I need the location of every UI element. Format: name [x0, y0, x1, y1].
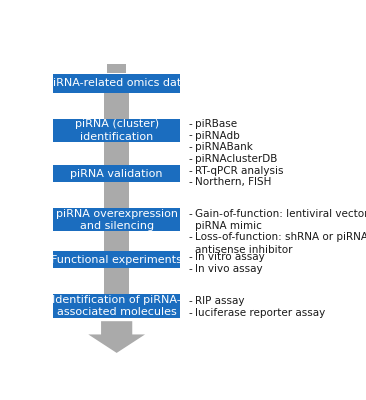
- Bar: [104, 142, 130, 165]
- Text: Identification of piRNA-
associated molecules: Identification of piRNA- associated mole…: [52, 295, 181, 317]
- Bar: [104, 182, 130, 208]
- Text: Gain-of-function: lentiviral vector or
piRNA mimic: Gain-of-function: lentiviral vector or p…: [195, 209, 366, 231]
- Text: piRNAdb: piRNAdb: [195, 130, 239, 140]
- Bar: [53, 294, 180, 318]
- Text: piRNABank: piRNABank: [195, 142, 253, 152]
- Bar: [104, 231, 130, 251]
- Text: luciferase reporter assay: luciferase reporter assay: [195, 308, 325, 318]
- Bar: [53, 74, 180, 93]
- Text: -: -: [189, 296, 193, 306]
- Text: -: -: [189, 154, 193, 164]
- Text: -: -: [189, 177, 193, 187]
- Text: Loss-of-function: shRNA or piRNA
antisense inhibitor: Loss-of-function: shRNA or piRNA antisen…: [195, 232, 366, 254]
- Text: -: -: [189, 130, 193, 140]
- Text: -: -: [189, 308, 193, 318]
- Bar: [104, 93, 130, 119]
- Bar: [53, 119, 180, 142]
- Text: piRNA validation: piRNA validation: [70, 168, 163, 178]
- Text: In vivo assay: In vivo assay: [195, 264, 262, 274]
- Text: -: -: [189, 264, 193, 274]
- Text: RIP assay: RIP assay: [195, 296, 244, 306]
- Bar: [53, 208, 180, 231]
- Text: -: -: [189, 119, 193, 129]
- Text: -: -: [189, 252, 193, 262]
- Text: Functional experiments: Functional experiments: [51, 255, 182, 265]
- Text: -: -: [189, 232, 193, 242]
- Text: RT-qPCR analysis: RT-qPCR analysis: [195, 166, 283, 176]
- Text: piRNAclusterDB: piRNAclusterDB: [195, 154, 277, 164]
- Polygon shape: [88, 321, 145, 353]
- Text: In vitro assay: In vitro assay: [195, 252, 264, 262]
- Text: Northern, FISH: Northern, FISH: [195, 177, 271, 187]
- Text: piRNA overexpression
and silencing: piRNA overexpression and silencing: [56, 208, 178, 231]
- Bar: [53, 251, 180, 268]
- Bar: [108, 64, 126, 73]
- Text: -: -: [189, 142, 193, 152]
- Bar: [53, 165, 180, 182]
- Text: piRBase: piRBase: [195, 119, 237, 129]
- Bar: [104, 268, 130, 294]
- Text: piRNA (cluster)
identification: piRNA (cluster) identification: [75, 119, 159, 142]
- Text: piRNA-related omics data: piRNA-related omics data: [46, 78, 188, 88]
- Text: -: -: [189, 209, 193, 219]
- Text: -: -: [189, 166, 193, 176]
